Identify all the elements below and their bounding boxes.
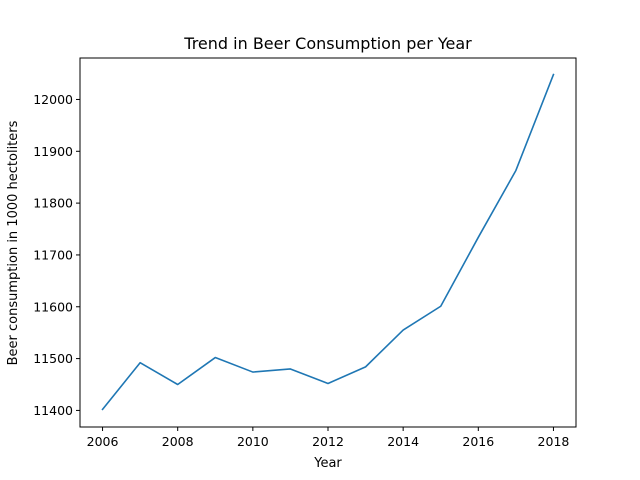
- x-tick-label: 2006: [87, 434, 119, 449]
- x-tick-label: 2016: [462, 434, 494, 449]
- x-tick-label: 2014: [387, 434, 419, 449]
- y-tick-label: 11800: [33, 196, 73, 211]
- y-tick-label: 11400: [33, 403, 73, 418]
- x-tick-label: 2010: [237, 434, 269, 449]
- y-tick-label: 12000: [33, 92, 73, 107]
- y-tick-label: 11600: [33, 299, 73, 314]
- chart-title: Trend in Beer Consumption per Year: [183, 34, 472, 53]
- x-tick-label: 2012: [312, 434, 344, 449]
- x-tick-label: 2018: [538, 434, 570, 449]
- plot-area: 2006 2008 2010 2012 2014 2016 2018 11400 11500 11…: [33, 57, 577, 449]
- y-tick-label: 11500: [33, 351, 73, 366]
- series-line: [101, 73, 555, 411]
- y-tick-label: 11700: [33, 247, 73, 262]
- x-tick-label: 2008: [162, 434, 194, 449]
- y-tick-label: 11900: [33, 144, 73, 159]
- y-axis-title: Beer consumption in 1000 hectoliters: [6, 120, 21, 365]
- x-axis-title: Year: [313, 456, 342, 471]
